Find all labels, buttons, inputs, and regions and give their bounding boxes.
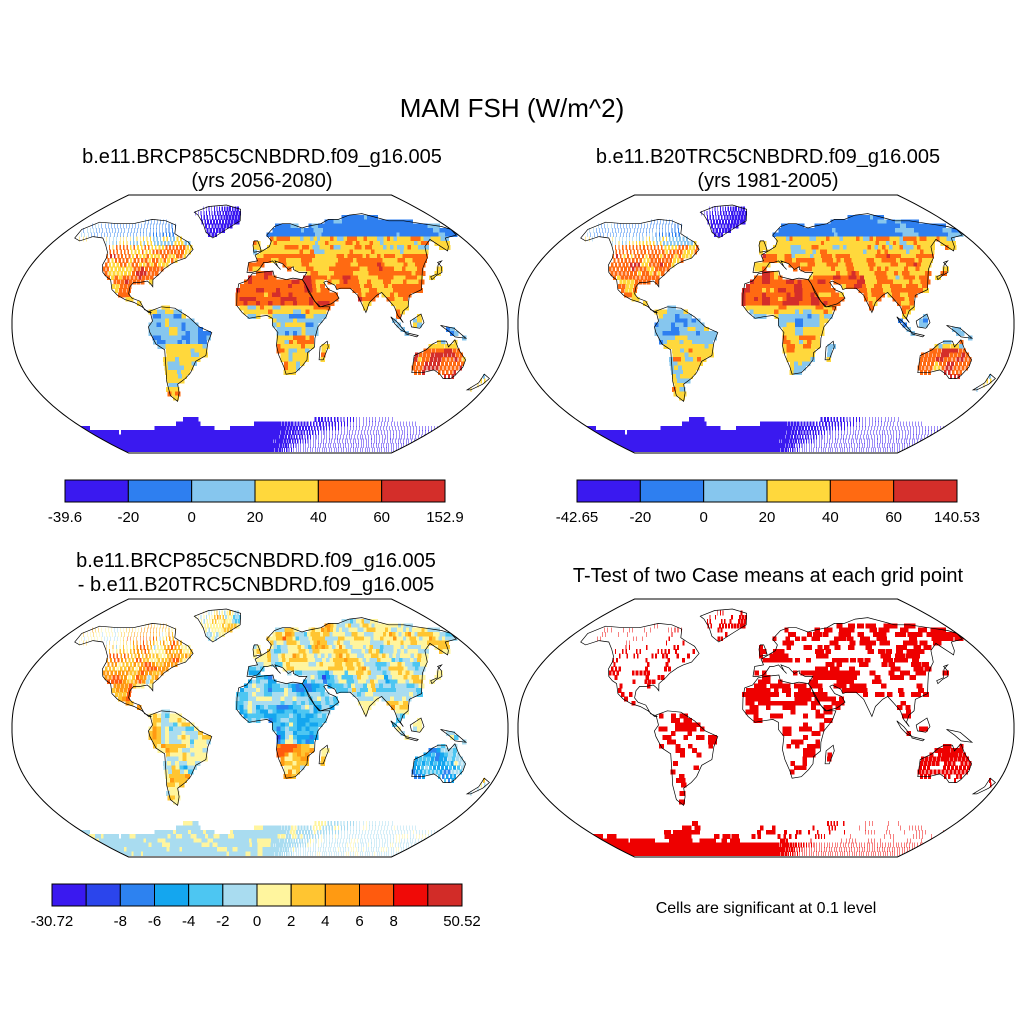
map-frame — [517, 598, 1015, 858]
colorbar-difference-label: 50.52 — [443, 913, 481, 930]
map-case — [11, 194, 509, 454]
colorbar-difference-label: 6 — [355, 913, 363, 930]
colorbar-case-label: 0 — [187, 509, 195, 526]
colorbar-case-label: 20 — [247, 509, 264, 526]
colorbar-difference: -30.72 -8 -6 -4 -2 0 2 4 6 8 50.52 — [31, 883, 481, 930]
colorbar-difference-swatch — [290, 883, 326, 907]
colorbar-control-label: 60 — [885, 509, 902, 526]
colorbar-difference-swatch — [324, 883, 361, 907]
colorbar-difference-swatch — [359, 883, 395, 907]
colorbar-case-swatch — [317, 479, 383, 503]
colorbar-difference-swatch — [51, 883, 87, 907]
colorbar-case-label: -39.6 — [48, 509, 82, 526]
colorbar-case-label: 40 — [310, 509, 327, 526]
map-field-cells — [79, 206, 486, 453]
colorbar-control-swatch — [766, 479, 831, 503]
colorbar-control-swatch — [639, 479, 705, 503]
colorbar-case-swatch — [381, 479, 446, 503]
coastlines — [74, 608, 490, 807]
panel-ttest-title: T-Test of two Case means at each grid po… — [572, 565, 964, 587]
colorbar-difference-label: 4 — [321, 913, 329, 930]
map-field-cells — [585, 206, 992, 453]
panel-case-title: b.e11.BRCP85C5CNBDRD.f09_g16.005 — [82, 146, 442, 168]
map-field-cells — [79, 610, 486, 857]
colorbar-control-label: 40 — [822, 509, 839, 526]
colorbar-case-swatch — [191, 479, 256, 503]
colorbar-case: -39.6 -20 0 20 40 60 152.9 — [48, 479, 464, 526]
colorbar-difference-swatch — [222, 883, 258, 907]
coastlines — [580, 204, 996, 403]
colorbar-case-label: -20 — [117, 509, 139, 526]
map-difference — [11, 598, 509, 858]
coastlines — [580, 608, 996, 807]
panel-difference-title: b.e11.BRCP85C5CNBDRD.f09_g16.005 — [76, 550, 436, 572]
colorbar-control-swatch — [829, 479, 895, 503]
map-field-cells — [592, 610, 992, 857]
figure-title: MAM FSH (W/m^2) — [399, 93, 625, 123]
colorbar-case-swatch — [127, 479, 193, 503]
colorbar-difference-swatch — [427, 883, 463, 907]
colorbar-difference-label: 0 — [253, 913, 261, 930]
map-ttest — [517, 598, 1015, 858]
panel-control-subtitle: (yrs 1981-2005) — [697, 170, 839, 192]
colorbar-control-label: -20 — [629, 509, 651, 526]
colorbar-control-label: -42.65 — [556, 509, 599, 526]
map-frame — [11, 194, 509, 454]
coastlines — [74, 204, 490, 403]
colorbar-control-label: 0 — [699, 509, 707, 526]
colorbar-control-swatch — [703, 479, 768, 503]
colorbar-difference-swatch — [188, 883, 224, 907]
colorbar-control: -42.65 -20 0 20 40 60 140.53 — [556, 479, 980, 526]
colorbar-control-label: 140.53 — [934, 509, 980, 526]
colorbar-difference-label: -6 — [148, 913, 161, 930]
colorbar-difference-swatch — [85, 883, 121, 907]
colorbar-difference-label: 8 — [389, 913, 397, 930]
colorbar-case-swatch — [64, 479, 129, 503]
map-frame — [517, 194, 1015, 454]
ttest-significance-note: Cells are significant at 0.1 level — [655, 900, 877, 917]
colorbar-control-label: 20 — [759, 509, 776, 526]
colorbar-difference-swatch — [393, 883, 429, 907]
map-frame — [11, 598, 509, 858]
colorbar-difference-swatch — [119, 883, 156, 907]
colorbar-difference-label: -2 — [216, 913, 229, 930]
colorbar-control-swatch — [576, 479, 641, 503]
panel-control-title: b.e11.B20TRC5CNBDRD.f09_g16.005 — [595, 146, 941, 168]
colorbar-difference-swatch — [154, 883, 190, 907]
colorbar-difference-label: 2 — [287, 913, 295, 930]
colorbar-case-label: 152.9 — [426, 509, 464, 526]
map-control — [517, 194, 1015, 454]
colorbar-case-swatch — [254, 479, 319, 503]
colorbar-difference-label: -30.72 — [31, 913, 74, 930]
panel-difference-subtitle: - b.e11.B20TRC5CNBDRD.f09_g16.005 — [77, 574, 435, 596]
colorbar-difference-label: -4 — [182, 913, 195, 930]
colorbar-case-label: 60 — [373, 509, 390, 526]
panel-case-subtitle: (yrs 2056-2080) — [191, 170, 333, 192]
colorbar-difference-swatch — [256, 883, 292, 907]
colorbar-control-swatch — [893, 479, 958, 503]
colorbar-difference-label: -8 — [114, 913, 127, 930]
